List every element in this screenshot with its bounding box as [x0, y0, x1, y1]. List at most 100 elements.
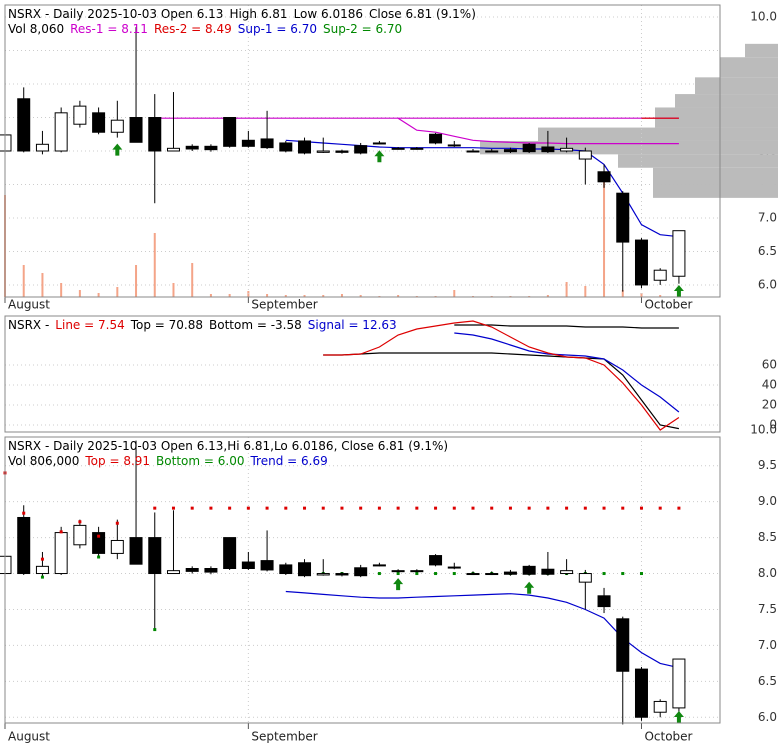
indicator-line [323, 320, 680, 431]
candle-body [260, 560, 274, 571]
panel-background [5, 316, 720, 432]
volume-bar [584, 286, 587, 297]
candle-body [92, 112, 106, 133]
volume-bar [640, 293, 643, 297]
y-tick-label: 9.5 [758, 458, 777, 472]
y-tick-label: 10.0 [750, 422, 777, 436]
level-dot [377, 572, 381, 576]
candle-body [335, 573, 349, 576]
level-dot [639, 506, 643, 510]
candle-body [185, 568, 199, 572]
candle-body [204, 145, 218, 151]
volume-bar [60, 283, 63, 297]
panel-header: NSRX - Daily 2025-10-03 Open 6.13,Hi 6.8… [8, 439, 448, 453]
header-item: NSRX - Daily 2025-10-03 Open 6.13 [8, 7, 223, 21]
header-item: Signal = 12.63 [308, 318, 397, 332]
candle-body [597, 171, 611, 183]
panel-header: NSRX - Line = 7.54 Top = 70.88 Bottom = -3.… [8, 318, 397, 332]
volume-bar [41, 273, 44, 297]
volume-bar [565, 282, 568, 297]
volume-bar [303, 295, 306, 297]
level-dot [677, 506, 681, 510]
y-tick-label: 0 [769, 418, 777, 432]
candle-body [17, 516, 31, 575]
y-tick-label: 6.5 [758, 244, 777, 258]
candle-body [634, 668, 648, 718]
header-item: Vol 8,060 [8, 22, 64, 36]
buy-signal-arrow [374, 150, 385, 163]
candle-body [17, 98, 31, 152]
volume-profile-bar [653, 184, 778, 198]
candle-body [129, 537, 143, 565]
x-tick-label: October [644, 298, 692, 312]
panel-frame [4, 315, 721, 433]
candle-body [241, 561, 255, 570]
panel-frame [4, 436, 721, 724]
candle-body [92, 532, 106, 554]
volume-profile-bar [618, 154, 778, 168]
panel-frame [4, 4, 721, 298]
volume-profile-bar [720, 57, 778, 78]
y-tick-label: 6.0 [758, 277, 777, 291]
volume-bar [22, 265, 25, 297]
candle-body [466, 573, 480, 576]
candle-body [560, 147, 574, 152]
candle-body [279, 142, 293, 152]
header-item: Line = 7.54 [55, 318, 124, 332]
header-item: Sup-1 = 6.70 [238, 22, 317, 36]
volume-bar [172, 283, 175, 297]
candle-body [391, 570, 405, 573]
x-tick-label: October [644, 730, 692, 744]
candle-body [466, 150, 480, 153]
volume-profile-bar [745, 43, 778, 58]
level-dot [602, 572, 606, 576]
candle-body [503, 571, 517, 575]
fractal-dot [97, 555, 101, 559]
level-dot [396, 506, 400, 510]
volume-profile-bar [675, 94, 778, 108]
candle-body [485, 150, 499, 153]
level-dot [415, 506, 419, 510]
candle-body [616, 192, 630, 243]
level-dot [621, 572, 625, 576]
level-dot [303, 506, 307, 510]
volume-bar [322, 295, 325, 297]
header-item: Trend = 6.69 [249, 454, 327, 468]
candle-body [166, 570, 180, 575]
candle-body [429, 555, 443, 566]
header-item: Vol 806,000 [8, 454, 79, 468]
buy-signal-arrow [673, 285, 684, 297]
candle-body [447, 566, 461, 569]
level-dot [583, 506, 587, 510]
volume-bar [453, 290, 456, 297]
level-dot [209, 506, 213, 510]
volume-bar [191, 263, 194, 297]
candle-body [166, 147, 180, 152]
candle-body [503, 149, 517, 153]
header-item: High 6.81 [229, 7, 287, 21]
candle-body [260, 138, 274, 149]
volume-bar [340, 294, 343, 297]
level-dot [434, 506, 438, 510]
indicator-line [397, 117, 679, 145]
volume-bar [359, 295, 362, 297]
volume-bar [116, 287, 119, 297]
volume-bar [621, 290, 624, 297]
y-tick-label: 6.0 [758, 710, 777, 724]
candle-body [241, 139, 255, 147]
candle-body [391, 147, 405, 150]
candle-body [541, 568, 555, 575]
header-item: Close 6.81 (9.1%) [369, 7, 476, 21]
fractal-dot [40, 575, 44, 579]
level-dot [153, 506, 157, 510]
candle-body [185, 145, 199, 150]
candle-body [578, 150, 592, 160]
header-item: NSRX - Daily 2025-10-03 Open 6.13,Hi 6.8… [8, 439, 448, 453]
volume-bar [659, 295, 662, 297]
y-tick-label: 6.5 [758, 674, 777, 688]
level-dot [265, 506, 269, 510]
header-item: Bottom = -3.58 [209, 318, 302, 332]
volume-bar [228, 294, 231, 297]
header-item: NSRX - [8, 318, 49, 332]
indicator-line [454, 332, 680, 413]
